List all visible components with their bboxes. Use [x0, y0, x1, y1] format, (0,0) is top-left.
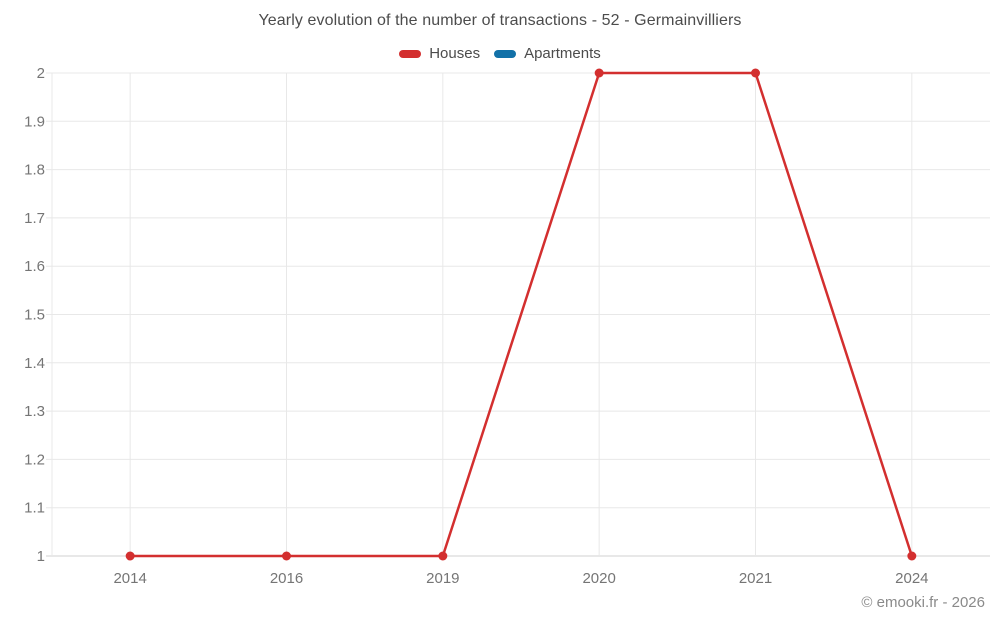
y-tick-label: 1.5: [24, 307, 45, 324]
x-tick-label: 2021: [739, 570, 772, 587]
chart-legend: Houses Apartments: [0, 45, 1000, 62]
apartments-series-swatch-icon: [494, 49, 517, 58]
footer-credit: © emooki.fr - 2026: [861, 594, 985, 611]
legend-label-apartments: Apartments: [524, 45, 601, 62]
houses-line: [128, 71, 914, 558]
legend-item-apartments[interactable]: Apartments: [494, 45, 601, 62]
houses-point[interactable]: [907, 551, 917, 561]
legend-label-houses: Houses: [429, 45, 481, 62]
y-tick-label: 1.7: [24, 210, 45, 227]
houses-point[interactable]: [594, 68, 604, 78]
x-tick-label: 2014: [113, 570, 146, 587]
y-tick-label: 1.1: [24, 500, 45, 517]
chart-title: Yearly evolution of the number of transa…: [258, 12, 742, 29]
houses-point[interactable]: [438, 551, 448, 561]
y-tick-label: 2: [37, 65, 45, 82]
y-tick-label: 1.6: [24, 258, 45, 275]
x-tick-label: 2019: [426, 570, 459, 587]
x-tick-label: 2016: [270, 570, 303, 587]
y-tick-label: 1.2: [24, 451, 45, 468]
y-tick-label: 1: [37, 548, 45, 565]
houses-series-swatch-icon: [399, 49, 422, 58]
houses-point[interactable]: [125, 551, 135, 561]
legend-item-houses[interactable]: Houses: [399, 45, 480, 62]
houses-point[interactable]: [751, 68, 760, 78]
houses-point[interactable]: [282, 551, 291, 561]
y-tick-label: 1.9: [24, 113, 45, 130]
y-tick-label: 1.3: [24, 403, 45, 420]
x-tick-label: 2020: [582, 570, 615, 587]
x-tick-label: 2024: [895, 570, 928, 587]
y-tick-label: 1.8: [24, 162, 45, 179]
y-tick-label: 1.4: [24, 355, 45, 372]
